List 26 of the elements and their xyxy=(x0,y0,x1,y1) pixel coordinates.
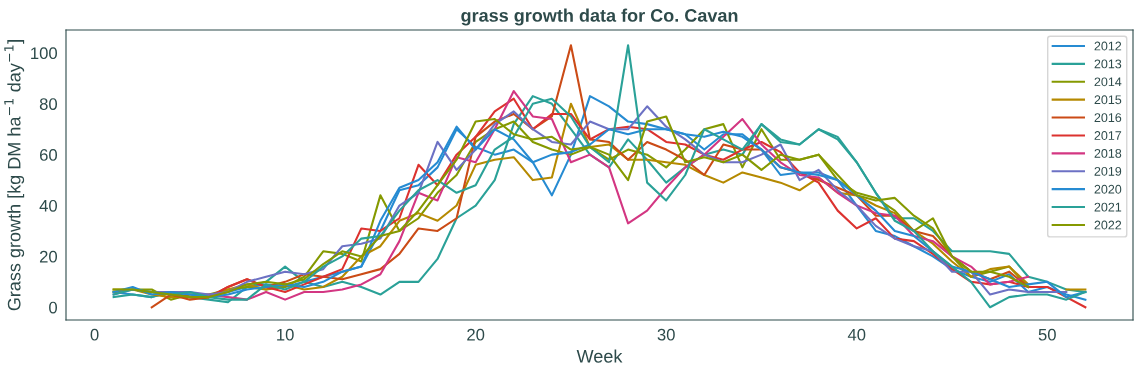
y-axis-title: Grass growth [kg DM ha$^{−1}$ day$^{−1}$] xyxy=(4,40,25,311)
legend-label: 2015 xyxy=(1094,95,1122,105)
x-tick-label: 30 xyxy=(657,328,675,341)
legend-label: 2013 xyxy=(1094,59,1122,69)
legend-label: 2019 xyxy=(1094,166,1122,176)
y-tick-label: 60 xyxy=(39,149,58,161)
x-tick-label: 20 xyxy=(467,328,485,341)
legend-label: 2022 xyxy=(1094,220,1122,230)
legend-label: 2014 xyxy=(1094,77,1122,87)
legend-label: 2020 xyxy=(1094,184,1122,194)
x-tick-label: 0 xyxy=(90,328,99,341)
legend-label: 2018 xyxy=(1094,148,1122,158)
x-tick-label: 40 xyxy=(847,328,866,341)
legend-label: 2012 xyxy=(1094,41,1122,51)
y-tick-label: 40 xyxy=(39,199,58,212)
y-tick-label: 80 xyxy=(39,98,58,110)
y-tick-label: 100 xyxy=(31,47,58,60)
legend-label: 2016 xyxy=(1094,113,1122,123)
legend-label: 2021 xyxy=(1094,202,1122,212)
chart-title: grass growth data for Co. Cavan xyxy=(461,8,738,26)
y-tick-label: 0 xyxy=(49,301,58,314)
x-axis-title: Week xyxy=(576,349,623,363)
y-tick-label: 20 xyxy=(39,250,58,263)
legend-label: 2017 xyxy=(1094,131,1122,140)
x-tick-label: 50 xyxy=(1038,328,1056,341)
x-tick-label: 10 xyxy=(277,328,294,341)
